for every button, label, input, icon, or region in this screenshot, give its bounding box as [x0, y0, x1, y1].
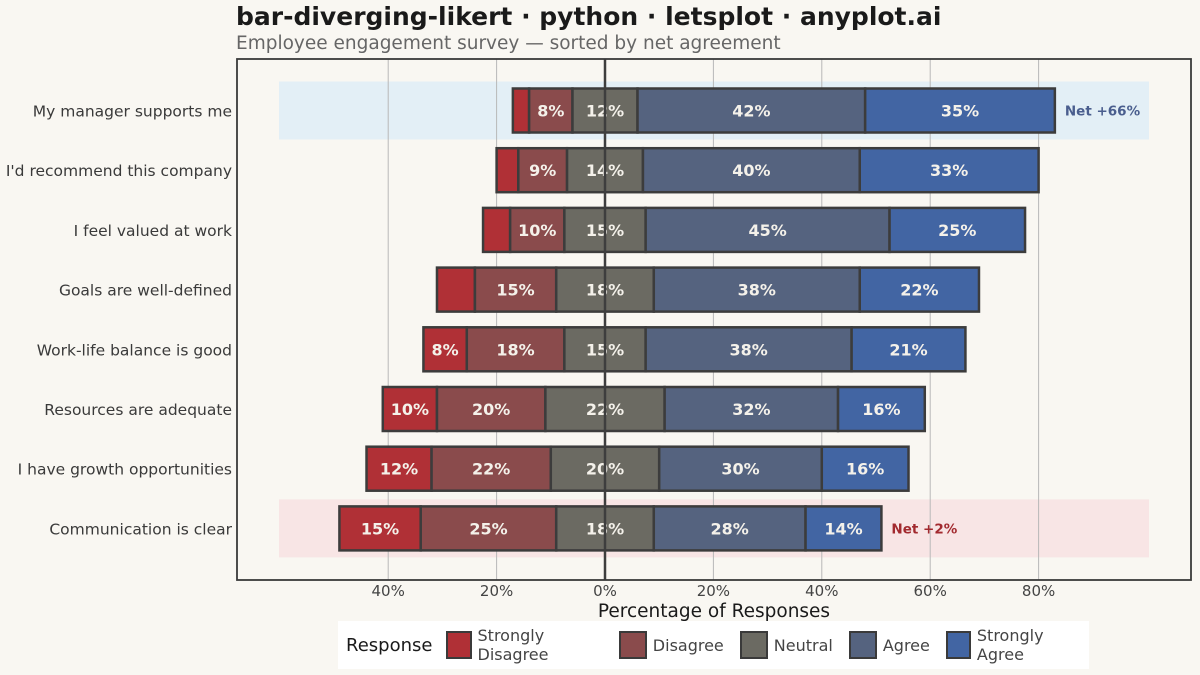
- x-tick-label: 40%: [805, 582, 838, 600]
- data-label: 35%: [941, 102, 979, 121]
- legend-swatch: [739, 631, 768, 659]
- data-label: 10%: [391, 400, 429, 419]
- data-label: 28%: [711, 519, 749, 538]
- bar-segment: [435, 385, 547, 433]
- x-tick-label: 60%: [914, 582, 947, 600]
- category-label: Goals are well-defined: [59, 282, 232, 300]
- data-label: 8%: [432, 340, 459, 359]
- bar-segment: [820, 445, 910, 492]
- data-label: 18%: [496, 340, 534, 359]
- x-tick-label: 20%: [480, 582, 513, 600]
- bar-segment: [338, 505, 422, 552]
- data-label: 16%: [862, 400, 900, 419]
- bar-segment: [644, 206, 891, 254]
- bar-segment: [863, 87, 1057, 134]
- data-label: 14%: [824, 519, 862, 538]
- category-label: My manager supports me: [33, 103, 232, 121]
- data-label: 25%: [469, 519, 507, 538]
- legend-label: Strongly Agree: [976, 626, 1044, 664]
- data-label: 12%: [380, 460, 418, 479]
- x-tick-label: 40%: [372, 582, 405, 600]
- data-label: 38%: [729, 340, 767, 359]
- bar-segment: [481, 206, 512, 254]
- x-axis-label: Percentage of Responses: [598, 601, 830, 622]
- bar-segment: [495, 146, 520, 194]
- bar-segment: [858, 266, 981, 313]
- data-label: 40%: [732, 161, 770, 180]
- legend-item-strongly-disagree: Strongly Disagree: [446, 626, 602, 664]
- bar-segment: [641, 146, 861, 194]
- data-label: 22%: [900, 281, 938, 300]
- x-tick-label: 0%: [593, 582, 617, 600]
- category-label: I'd recommend this company: [6, 162, 232, 180]
- legend-title: Response: [346, 634, 433, 656]
- bar-segment: [365, 445, 433, 492]
- data-label: 15%: [496, 281, 534, 300]
- bar-segment: [657, 445, 824, 492]
- bar-segment: [804, 505, 883, 552]
- bar-segment: [652, 505, 807, 552]
- bar-segment: [652, 266, 861, 313]
- legend-item-agree: Agree: [848, 631, 930, 659]
- legend-label: Strongly Disagree: [477, 626, 549, 664]
- data-label: 38%: [738, 281, 776, 300]
- category-label: Communication is clear: [49, 520, 232, 538]
- data-label: 25%: [938, 221, 976, 240]
- bar-segment: [888, 206, 1027, 254]
- data-label: 33%: [930, 161, 968, 180]
- data-label: 8%: [537, 102, 564, 121]
- x-tick-label: 80%: [1022, 582, 1055, 600]
- data-label: 9%: [529, 161, 556, 180]
- net-annotation: Net +2%: [891, 521, 957, 537]
- bar-segment: [858, 146, 1040, 194]
- legend-item-neutral: Neutral: [739, 631, 833, 659]
- legend: Response Strongly Disagree Disagree Neut…: [338, 621, 1089, 669]
- data-label: 22%: [472, 460, 510, 479]
- legend-swatch: [945, 631, 971, 659]
- legend-item-disagree: Disagree: [618, 631, 724, 659]
- plot-border: [236, 58, 1192, 581]
- category-label: I feel valued at work: [74, 222, 232, 240]
- data-label: 45%: [748, 221, 786, 240]
- data-label: 21%: [889, 340, 927, 359]
- chart-title: bar-diverging-likert · python · letsplot…: [236, 2, 942, 31]
- data-label: 16%: [846, 460, 884, 479]
- bar-segment: [644, 326, 853, 373]
- category-label: Work-life balance is good: [37, 341, 232, 359]
- category-label: I have growth opportunities: [18, 461, 232, 479]
- chart-subtitle: Employee engagement survey — sorted by n…: [236, 33, 781, 54]
- legend-item-strongly-agree: Strongly Agree: [945, 626, 1081, 664]
- bar-segment: [850, 326, 967, 373]
- legend-label: Agree: [882, 635, 930, 655]
- bar-segment: [435, 266, 477, 313]
- data-label: 20%: [472, 400, 510, 419]
- bar-segment: [511, 87, 531, 134]
- category-label: Resources are adequate: [44, 401, 232, 419]
- x-tick-label: 20%: [697, 582, 730, 600]
- data-label: 30%: [721, 460, 759, 479]
- bar-segment: [419, 505, 558, 552]
- legend-swatch: [848, 631, 877, 659]
- legend-swatch: [446, 631, 472, 659]
- net-annotation: Net +66%: [1065, 104, 1141, 120]
- legend-swatch: [618, 631, 647, 659]
- data-label: 15%: [361, 519, 399, 538]
- data-label: 42%: [732, 102, 770, 121]
- data-label: 32%: [732, 400, 770, 419]
- legend-label: Neutral: [773, 635, 833, 655]
- bar-segment: [836, 385, 927, 433]
- legend-label: Disagree: [652, 635, 724, 655]
- data-label: 10%: [518, 221, 556, 240]
